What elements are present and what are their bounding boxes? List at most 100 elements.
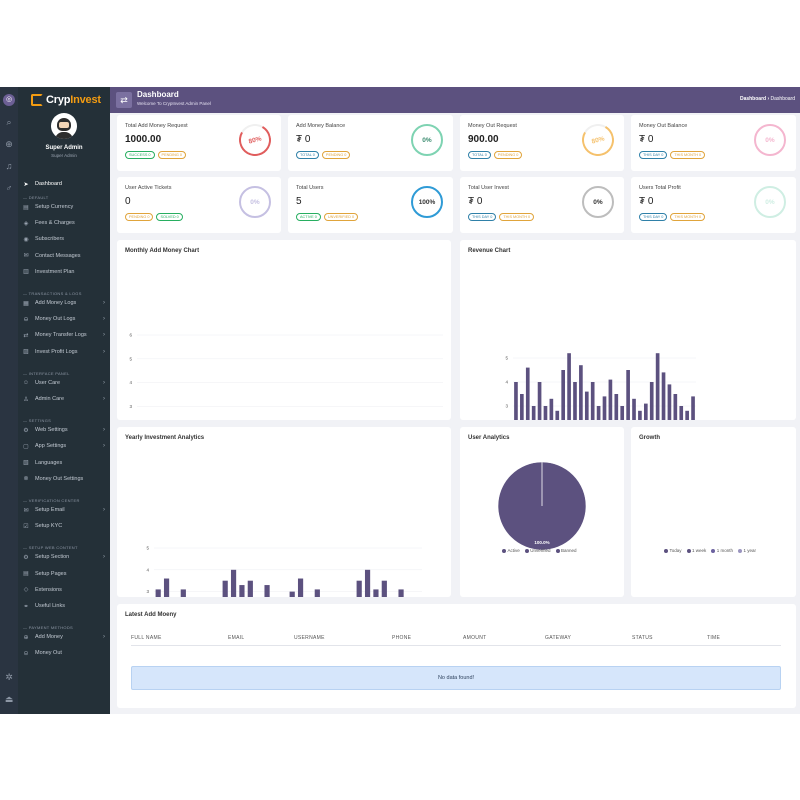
bar[interactable] <box>561 370 566 420</box>
sidebar-item-app-settings[interactable]: ▢ App Settings › <box>18 440 110 452</box>
bar[interactable] <box>602 396 607 420</box>
bar[interactable] <box>549 398 554 420</box>
sidebar-item-add-money[interactable]: ⊕ Add Money › <box>18 631 110 643</box>
legend-item[interactable]: 1 month <box>711 548 733 553</box>
bar[interactable] <box>626 370 630 420</box>
sidebar-item-admin-care[interactable]: ♙ Admin Care › <box>18 393 110 405</box>
menu-toggle-button[interactable]: ⇄ <box>116 92 132 108</box>
bar[interactable] <box>230 569 237 597</box>
sidebar-item-setup-currency[interactable]: ▤ Setup Currency <box>18 201 110 213</box>
bar[interactable] <box>531 406 536 420</box>
bar[interactable] <box>649 382 654 420</box>
bar[interactable] <box>155 589 161 597</box>
bar[interactable] <box>525 367 530 420</box>
bar[interactable] <box>590 382 595 420</box>
sidebar-item-setup-pages[interactable]: ▤ Setup Pages <box>18 568 110 580</box>
sidebar-item-extensions[interactable]: ◇ Extensions <box>18 584 110 596</box>
bar[interactable] <box>373 589 379 597</box>
app-logo[interactable]: CrypInvest <box>31 93 101 107</box>
bar[interactable] <box>247 580 253 597</box>
bar[interactable] <box>673 394 678 420</box>
sidebar-item-setup-email[interactable]: ✉ Setup Email › <box>18 504 110 516</box>
sidebar-item-contact-messages[interactable]: ✉ Contact Messages <box>18 250 110 262</box>
sidebar-item-web-settings[interactable]: ⚙ Web Settings › <box>18 424 110 436</box>
bar[interactable] <box>638 410 642 420</box>
bar[interactable] <box>685 410 689 420</box>
bar[interactable] <box>520 394 524 420</box>
bar[interactable] <box>614 394 619 420</box>
sidebar-item-setup-kyc[interactable]: ☑ Setup KYC <box>18 520 110 532</box>
legend-item[interactable]: 1 week <box>686 548 706 553</box>
bar[interactable] <box>579 365 583 420</box>
bar[interactable] <box>537 382 542 420</box>
sidebar-item-user-care[interactable]: ☺ User Care › <box>18 377 110 389</box>
sidebar-item-subscribers[interactable]: ◉ Subscribers <box>18 233 110 245</box>
settings-icon[interactable]: ✲ <box>5 672 13 682</box>
stat-card-money-out-balance[interactable]: Money Out Balance ₮ 0 THIS DAY 0 THIS MONTH… <box>631 115 796 171</box>
bell-icon[interactable]: ♫ <box>5 161 13 171</box>
sidebar-item-dashboard[interactable]: ➤ Dashboard <box>18 178 110 190</box>
column-header[interactable]: EMAIL <box>228 635 245 641</box>
bar[interactable] <box>381 580 387 597</box>
bar[interactable] <box>667 384 672 420</box>
legend-item[interactable]: Today <box>664 548 682 553</box>
legend-item[interactable]: 1 year <box>738 548 756 553</box>
sidebar-item-add-money-logs[interactable]: ▦ Add Money Logs › <box>18 297 110 309</box>
bar[interactable] <box>222 580 228 597</box>
sidebar-item-languages[interactable]: ▧ Languages <box>18 457 110 469</box>
bar[interactable] <box>573 382 577 420</box>
bar[interactable] <box>567 353 571 420</box>
stat-card-users-total-profit[interactable]: Users Total Profit ₮ 0 THIS DAY 0 THIS MONT… <box>631 177 796 233</box>
bar[interactable] <box>555 410 560 420</box>
bar[interactable] <box>608 379 613 420</box>
bar[interactable] <box>620 406 625 420</box>
column-header[interactable]: USERNAME <box>294 635 325 641</box>
avatar[interactable] <box>51 113 77 139</box>
column-header[interactable]: TIME <box>707 635 721 641</box>
bar[interactable] <box>643 403 648 420</box>
sidebar-item-fees-charges[interactable]: ◈ Fees & Charges <box>18 217 110 229</box>
bar[interactable] <box>163 578 170 597</box>
bar[interactable] <box>543 406 548 420</box>
bar[interactable] <box>596 406 601 420</box>
stat-card-add-money-balance[interactable]: Add Money Balance ₮ 0 TOTAL 0 PENDING 0 0% <box>288 115 453 171</box>
legend-item[interactable]: Banned <box>555 548 577 553</box>
bar[interactable] <box>239 585 245 597</box>
legend-item[interactable]: Unverified <box>524 548 551 553</box>
bar[interactable] <box>632 398 636 420</box>
legend-item[interactable]: Active <box>502 548 520 553</box>
column-header[interactable]: FULL NAME <box>131 635 162 641</box>
user-switch-icon[interactable]: ♂ <box>5 183 13 193</box>
stat-card-money-out-request[interactable]: Money Out Request 900.00 TOTAL 0 PENDING 0 8… <box>460 115 624 171</box>
bar[interactable] <box>661 372 666 420</box>
bar[interactable] <box>691 396 695 420</box>
column-header[interactable]: GATEWAY <box>545 635 572 641</box>
bar[interactable] <box>514 382 518 420</box>
stat-card-total-users[interactable]: Total Users 5 ACTIVE 0 UNVERIFIED 0 100% <box>288 177 453 233</box>
bar[interactable] <box>364 569 371 597</box>
logout-icon[interactable]: ⏏ <box>4 694 14 704</box>
sidebar-item-useful-links[interactable]: ⚭ Useful Links <box>18 600 110 612</box>
target-icon[interactable]: ⊕ <box>5 139 13 149</box>
sidebar-item-money-out-settings[interactable]: ⊗ Money Out Settings <box>18 473 110 485</box>
bar[interactable] <box>356 580 362 597</box>
sidebar-item-money-out-logs[interactable]: ⊖ Money Out Logs › <box>18 313 110 325</box>
bar[interactable] <box>398 589 404 597</box>
bar[interactable] <box>264 585 270 597</box>
search-icon[interactable]: ⌕ <box>6 117 12 127</box>
stat-card-user-active-tickets[interactable]: User Active Tickets 0 PENDING 0 SOLVED 0 0% <box>117 177 281 233</box>
sidebar-item-money-transfer-logs[interactable]: ⇄ Money Transfer Logs › <box>18 329 110 341</box>
brand-icon[interactable]: ◎ <box>3 94 15 106</box>
bar[interactable] <box>297 578 304 597</box>
column-header[interactable]: STATUS <box>632 635 653 641</box>
sidebar-item-setup-section[interactable]: ⚙ Setup Section › <box>18 551 110 563</box>
bar[interactable] <box>655 353 660 420</box>
bar[interactable] <box>679 406 684 420</box>
sidebar-item-money-out[interactable]: ⊝ Money Out <box>18 647 110 659</box>
bar[interactable] <box>289 591 295 597</box>
breadcrumb-link[interactable]: Dashboard <box>739 96 767 102</box>
sidebar-item-investment-plan[interactable]: ▥ Investment Plan <box>18 266 110 278</box>
bar[interactable] <box>180 589 186 597</box>
bar[interactable] <box>584 391 589 420</box>
